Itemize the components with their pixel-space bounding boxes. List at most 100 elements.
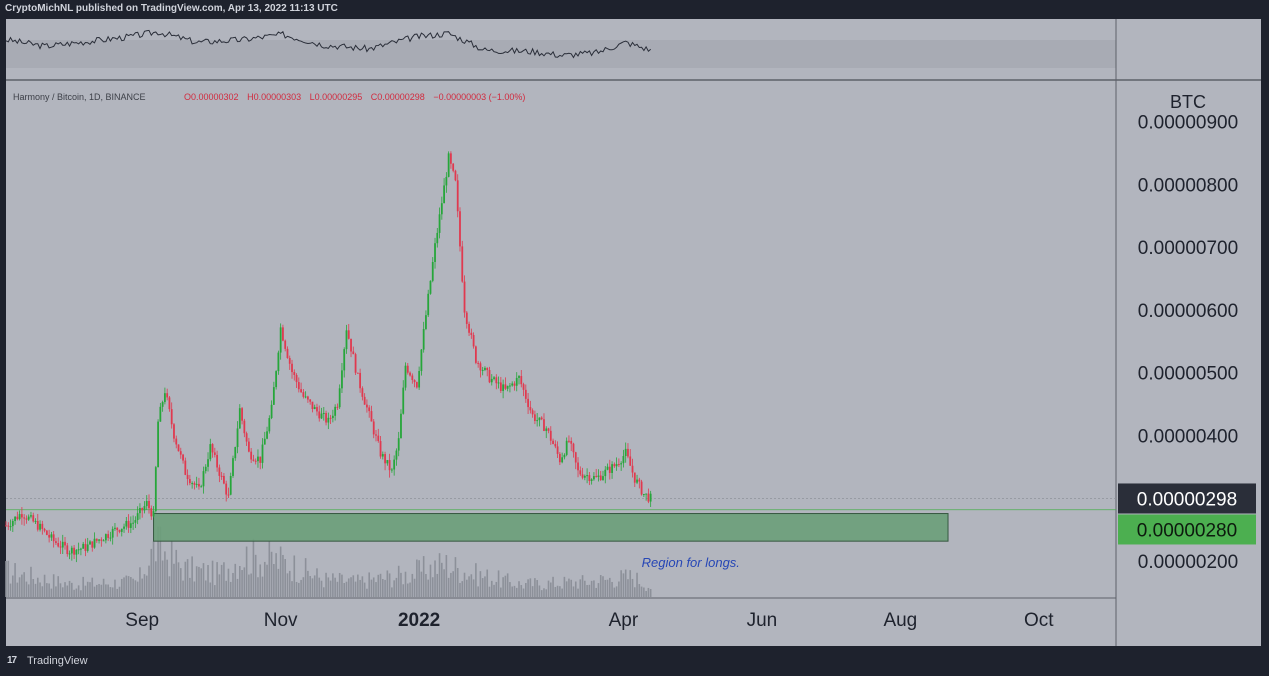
candle-body: [136, 513, 139, 521]
ohlc-open: O0.00000302: [184, 92, 239, 102]
candle-body: [152, 511, 155, 517]
volume-bar: [193, 581, 196, 597]
candle-body: [359, 372, 362, 389]
volume-bar: [211, 560, 214, 597]
volume-bar: [216, 562, 218, 597]
volume-bar: [638, 584, 641, 597]
candle-body: [549, 430, 552, 441]
volume-bar: [282, 554, 284, 597]
volume-bar: [334, 577, 336, 597]
candle-body: [23, 517, 26, 519]
volume-bar: [343, 583, 346, 597]
volume-bar: [261, 576, 264, 597]
volume-bar: [363, 582, 366, 597]
volume-bar: [316, 568, 318, 597]
candle-body: [263, 438, 266, 445]
candle-body: [415, 382, 418, 388]
candle-body: [395, 450, 398, 460]
candle-body: [170, 409, 173, 425]
candle-body: [100, 539, 103, 541]
candle-body: [177, 444, 180, 452]
candle-body: [583, 475, 586, 478]
candle-body: [520, 376, 523, 385]
volume-bar: [123, 577, 125, 597]
candle-body: [157, 421, 159, 468]
candle-body: [402, 387, 405, 414]
candle-body: [649, 493, 652, 502]
ohlc-high: H0.00000303: [247, 92, 301, 102]
volume-bar: [597, 583, 600, 597]
volume-bar: [5, 560, 7, 597]
candle-body: [288, 357, 291, 364]
volume-bar: [470, 574, 473, 597]
volume-bar: [350, 577, 352, 597]
candle-body: [225, 483, 228, 495]
volume-bar: [509, 582, 511, 597]
volume-bar: [298, 582, 300, 597]
candle-body: [429, 280, 432, 294]
volume-bar: [257, 577, 259, 597]
candle-body: [127, 520, 130, 528]
candle-body: [554, 443, 557, 447]
candle-body: [543, 419, 545, 431]
volume-bar: [191, 556, 193, 597]
volume-bar: [397, 565, 400, 597]
candle-body: [163, 393, 166, 403]
candle-body: [642, 493, 645, 495]
candle-body: [322, 413, 325, 415]
candle-body: [465, 312, 468, 324]
volume-bar: [459, 582, 461, 597]
volume-bar: [223, 562, 225, 597]
candle-body: [338, 388, 341, 408]
volume-bar: [177, 562, 180, 597]
candle-body: [116, 527, 119, 531]
volume-bar: [584, 580, 586, 597]
volume-bar: [332, 573, 334, 597]
candle-body: [393, 459, 396, 470]
volume-bar: [71, 582, 73, 597]
tradingview-brand[interactable]: TradingView: [27, 655, 88, 667]
volume-bar: [329, 580, 332, 597]
volume-bar: [409, 582, 411, 597]
volume-bar: [311, 578, 314, 597]
published-header: CryptoMichNL published on TradingView.co…: [0, 0, 1269, 19]
volume-bar: [629, 570, 632, 597]
candle-body: [604, 469, 607, 477]
candle-body: [195, 483, 198, 485]
volume-bar: [372, 577, 375, 597]
volume-bar: [400, 572, 402, 597]
time-axis[interactable]: Sep Nov 2022 Apr Jun Aug Oct: [125, 610, 1054, 631]
volume-bar: [202, 563, 205, 597]
volume-bar: [55, 586, 57, 597]
volume-bar: [445, 555, 448, 597]
volume-bar: [84, 585, 87, 597]
volume-bar: [152, 541, 155, 597]
volume-bar: [145, 575, 148, 597]
volume-bar: [125, 575, 128, 597]
volume-bar: [164, 551, 166, 597]
volume-bar: [95, 584, 98, 597]
y-tick-label: 0.00000500: [1138, 364, 1238, 385]
volume-bar: [68, 580, 71, 597]
tradingview-logo-icon[interactable]: 17: [7, 655, 17, 666]
candle-body: [291, 363, 293, 373]
candle-body: [80, 548, 82, 550]
volume-bar: [98, 583, 100, 597]
volume-bar: [245, 546, 248, 597]
volume-bar: [41, 586, 44, 597]
volume-bar: [279, 546, 282, 597]
candle-body: [102, 540, 105, 542]
volume-bar: [214, 585, 216, 597]
volume-bar: [529, 578, 532, 597]
volume-bar: [82, 576, 84, 597]
price-axis[interactable]: 0.00000900 0.00000800 0.00000700 0.00000600…: [1138, 113, 1238, 573]
candle-body: [236, 428, 239, 448]
candle-body: [284, 340, 287, 349]
candle-body: [18, 514, 21, 520]
candle-body: [109, 537, 112, 539]
volume-bar: [64, 582, 66, 597]
y-tick-label: 0.00000700: [1138, 238, 1238, 259]
candle-body: [320, 413, 323, 419]
volume-bar: [150, 548, 153, 597]
